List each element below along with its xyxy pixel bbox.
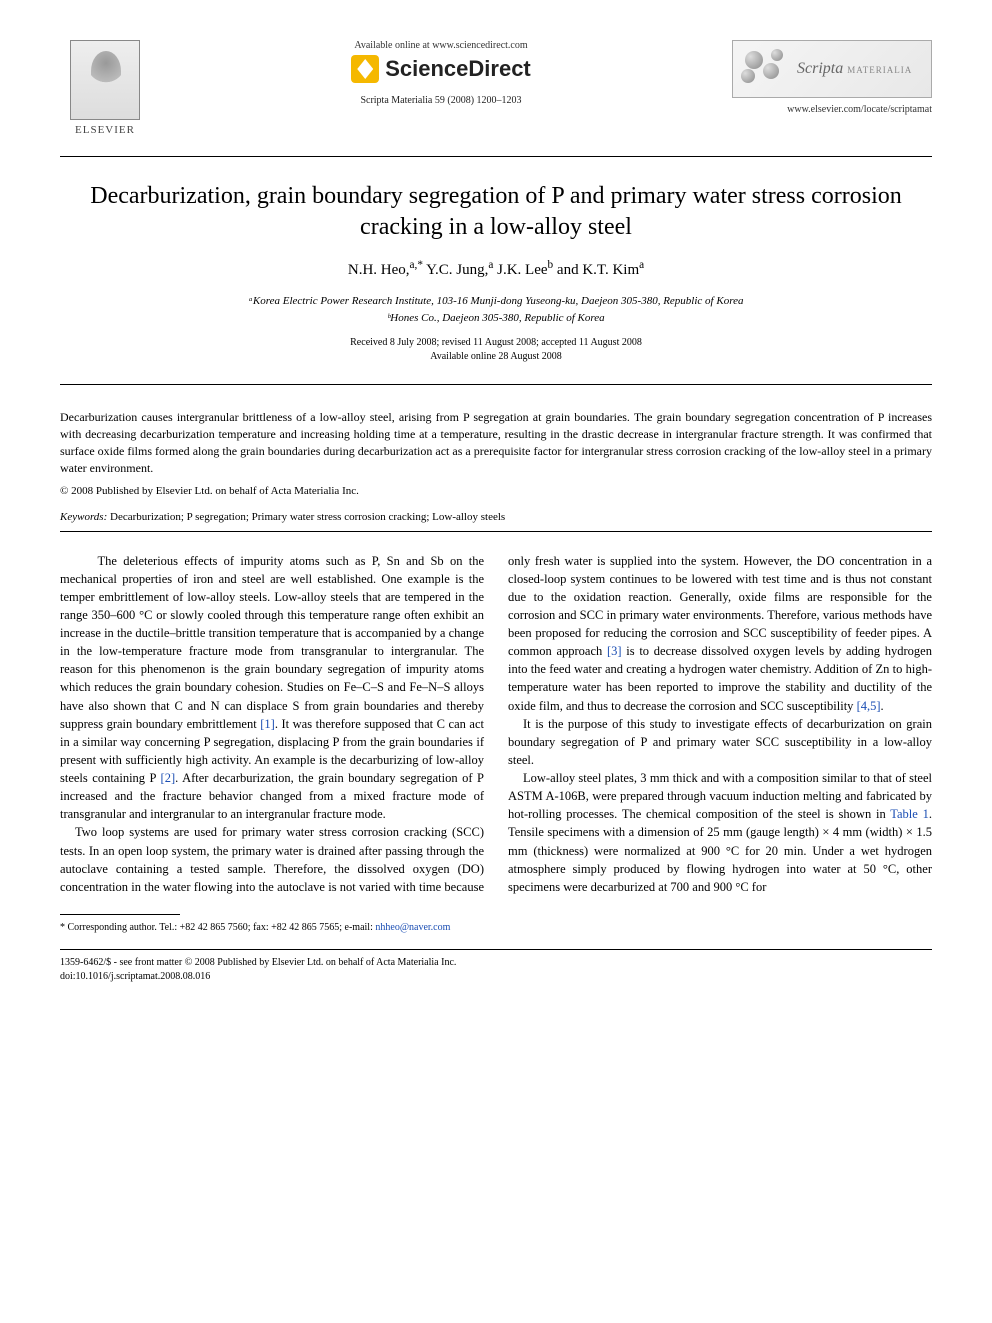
footnote-text: * Corresponding author. Tel.: +82 42 865… <box>60 922 375 933</box>
center-header: Available online at www.sciencedirect.co… <box>150 40 732 106</box>
affiliation-a: ᵃKorea Electric Power Research Institute… <box>60 293 932 310</box>
ref-link-1[interactable]: [1] <box>260 717 275 731</box>
corresponding-author-footnote: * Corresponding author. Tel.: +82 42 865… <box>60 921 932 935</box>
scripta-subtitle: MATERIALIA <box>847 65 912 75</box>
body-paragraph-3: It is the purpose of this study to inves… <box>508 715 932 769</box>
footer-front-matter: 1359-6462/$ - see front matter © 2008 Pu… <box>60 956 932 970</box>
title-divider <box>60 384 932 385</box>
body-paragraph-4: Low-alloy steel plates, 3 mm thick and w… <box>508 769 932 896</box>
keywords-label: Keywords: <box>60 511 107 523</box>
keywords-values: Decarburization; P segregation; Primary … <box>110 511 505 523</box>
journal-logo-block: Scripta MATERIALIA www.elsevier.com/loca… <box>732 40 932 115</box>
sciencedirect-text: ScienceDirect <box>385 56 531 82</box>
authors-line: N.H. Heo,a,* Y.C. Jung,a J.K. Leeb and K… <box>60 259 932 279</box>
page-footer: 1359-6462/$ - see front matter © 2008 Pu… <box>60 956 932 984</box>
copyright-line: © 2008 Published by Elsevier Ltd. on beh… <box>60 485 932 497</box>
elsevier-name: ELSEVIER <box>60 124 150 136</box>
ref-link-4-5[interactable]: [4,5] <box>857 699 881 713</box>
footnote-separator <box>60 914 180 915</box>
scripta-spheres-icon <box>741 49 791 89</box>
affiliations: ᵃKorea Electric Power Research Institute… <box>60 293 932 326</box>
affiliation-b: ᵇHones Co., Daejeon 305-380, Republic of… <box>60 310 932 327</box>
dates-received: Received 8 July 2008; revised 11 August … <box>60 336 932 350</box>
scripta-title: Scripta <box>797 60 843 77</box>
scripta-logo-box: Scripta MATERIALIA <box>732 40 932 98</box>
body-paragraph-1: The deleterious effects of impurity atom… <box>60 552 484 824</box>
corresponding-email-link[interactable]: nhheo@naver.com <box>375 922 450 933</box>
footer-doi: doi:10.1016/j.scriptamat.2008.08.016 <box>60 970 932 984</box>
sciencedirect-logo: ScienceDirect <box>170 55 712 83</box>
header-divider <box>60 156 932 157</box>
elsevier-tree-icon <box>70 40 140 120</box>
dates-online: Available online 28 August 2008 <box>60 350 932 364</box>
elsevier-logo: ELSEVIER <box>60 40 150 136</box>
page-header: ELSEVIER Available online at www.science… <box>60 40 932 136</box>
article-body: The deleterious effects of impurity atom… <box>60 552 932 896</box>
ref-link-3[interactable]: [3] <box>607 644 622 658</box>
journal-url: www.elsevier.com/locate/scriptamat <box>732 104 932 115</box>
ref-link-2[interactable]: [2] <box>161 771 176 785</box>
keywords-line: Keywords: Decarburization; P segregation… <box>60 511 932 523</box>
abstract-text: Decarburization causes intergranular bri… <box>60 409 932 476</box>
article-dates: Received 8 July 2008; revised 11 August … <box>60 336 932 364</box>
journal-reference: Scripta Materialia 59 (2008) 1200–1203 <box>170 95 712 106</box>
sciencedirect-icon <box>351 55 379 83</box>
table-link-1[interactable]: Table 1 <box>890 807 929 821</box>
footer-divider <box>60 949 932 950</box>
available-online-text: Available online at www.sciencedirect.co… <box>170 40 712 51</box>
abstract-divider <box>60 531 932 532</box>
article-title: Decarburization, grain boundary segregat… <box>60 181 932 243</box>
